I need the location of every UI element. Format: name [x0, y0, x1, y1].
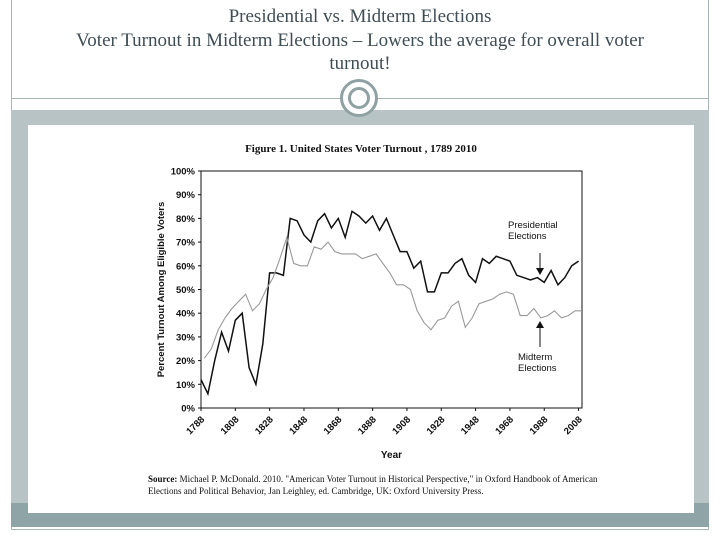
chart-figure: Figure 1. United States Voter Turnout , …	[28, 125, 694, 513]
x-tick-label: 1848	[287, 414, 310, 437]
y-tick-label: 80%	[176, 214, 196, 225]
x-axis-label: Year	[381, 450, 402, 461]
x-tick-label: 1868	[322, 414, 345, 437]
y-tick-label: 90%	[176, 190, 196, 201]
x-tick-label: 1908	[390, 414, 413, 437]
y-tick-label: 0%	[181, 404, 195, 415]
slide-frame: Presidential vs. Midterm Elections Voter…	[11, 0, 709, 530]
x-tick-label: 1808	[219, 414, 242, 437]
x-tick-label: 1928	[425, 414, 448, 437]
source-label: Source:	[148, 474, 178, 484]
x-tick-label: 1788	[184, 414, 207, 437]
y-tick-label: 40%	[176, 309, 196, 320]
circle-ornament-inner	[348, 87, 370, 109]
x-tick-label: 1888	[356, 414, 379, 437]
y-tick-label: 30%	[176, 332, 196, 343]
x-tick-label: 1968	[493, 414, 516, 437]
arrow-presidential-head	[536, 268, 544, 275]
x-tick-label: 1988	[528, 414, 551, 437]
slide-title-line3: turnout!	[329, 53, 391, 74]
chart-source: Source: Michael P. McDonald. 2010. "Amer…	[148, 473, 618, 497]
x-tick-label: 2008	[562, 414, 585, 437]
y-tick-label: 100%	[171, 167, 196, 178]
y-tick-label: 20%	[176, 356, 196, 367]
arrow-midterm-head	[536, 321, 544, 328]
y-axis-label: Percent Turnout Among Eligible Voters	[156, 202, 167, 378]
chart-svg: 0% 10% 20% 30% 40% 50% 60% 70% 80% 90% 100% 1788 180…	[156, 167, 585, 462]
annotation-presidential: Presidential Elections	[508, 220, 558, 242]
y-tick-label: 60%	[176, 261, 196, 272]
source-text: Michael P. McDonald. 2010. "American Vot…	[148, 474, 598, 496]
series-line-midterm	[203, 235, 582, 359]
y-tick-label: 50%	[176, 285, 196, 296]
circle-ornament-icon	[340, 79, 378, 117]
x-tick-label: 1828	[253, 414, 276, 437]
y-tick-label: 70%	[176, 238, 196, 249]
slide-title: Presidential vs. Midterm Elections Voter…	[12, 0, 708, 99]
series-line-presidential	[200, 210, 580, 397]
y-tick-label: 10%	[176, 380, 196, 391]
x-tick-label: 1948	[459, 414, 482, 437]
slide-title-line2: Voter Turnout in Midterm Elections – Low…	[76, 30, 644, 51]
slide-title-line1: Presidential vs. Midterm Elections	[228, 6, 492, 27]
chart-title: Figure 1. United States Voter Turnout , …	[245, 143, 477, 155]
annotation-midterm: Midterm Elections	[518, 352, 557, 374]
